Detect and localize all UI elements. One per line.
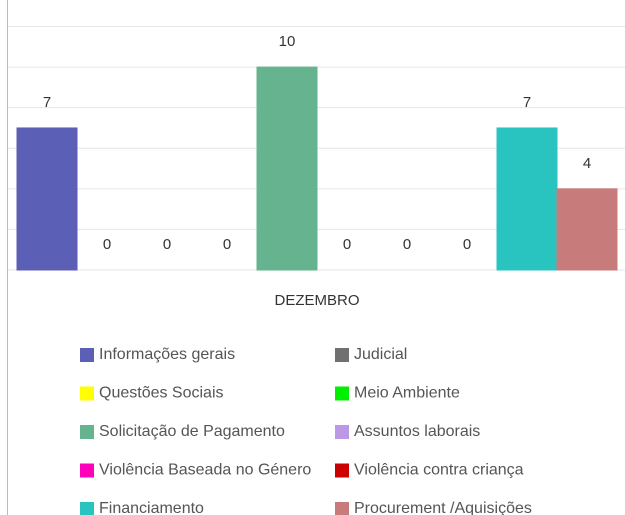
x-tick-label: DEZEMBRO xyxy=(274,292,359,309)
legend-label: Violência contra criança xyxy=(354,462,524,479)
legend-swatch xyxy=(335,502,349,515)
data-label: 0 xyxy=(163,236,171,253)
legend-swatch xyxy=(80,386,94,401)
legend-label: Assuntos laborais xyxy=(354,423,480,440)
data-label: 0 xyxy=(343,236,351,253)
data-label: 0 xyxy=(463,236,471,253)
bar xyxy=(256,66,318,271)
legend-swatch xyxy=(80,463,94,478)
legend-swatch xyxy=(80,348,94,362)
legend-swatch xyxy=(80,502,94,515)
data-label: 7 xyxy=(43,94,51,111)
legend-label: Meio Ambiente xyxy=(354,385,460,402)
legend-label: Judicial xyxy=(354,346,407,363)
bar xyxy=(496,127,558,271)
legend-swatch xyxy=(335,463,349,478)
legend-swatch xyxy=(335,386,349,401)
data-label: 0 xyxy=(403,236,411,253)
legend-label: Violência Baseada no Género xyxy=(99,462,311,479)
legend-label: Financiamento xyxy=(99,500,204,515)
legend-swatch xyxy=(335,425,349,439)
legend-label: Solicitação de Pagamento xyxy=(99,423,285,440)
legend-swatch xyxy=(335,348,349,362)
legend-label: Questões Sociais xyxy=(99,385,224,402)
legend-label: Informações gerais xyxy=(99,346,235,363)
bar xyxy=(16,127,78,271)
data-label: 7 xyxy=(523,94,531,111)
legend-swatch xyxy=(80,425,94,439)
data-label: 10 xyxy=(279,33,296,50)
bar xyxy=(556,188,618,271)
data-label: 0 xyxy=(103,236,111,253)
data-label: 4 xyxy=(583,155,591,172)
data-label: 0 xyxy=(223,236,231,253)
legend-label: Procurement /Aquisições xyxy=(354,500,532,515)
